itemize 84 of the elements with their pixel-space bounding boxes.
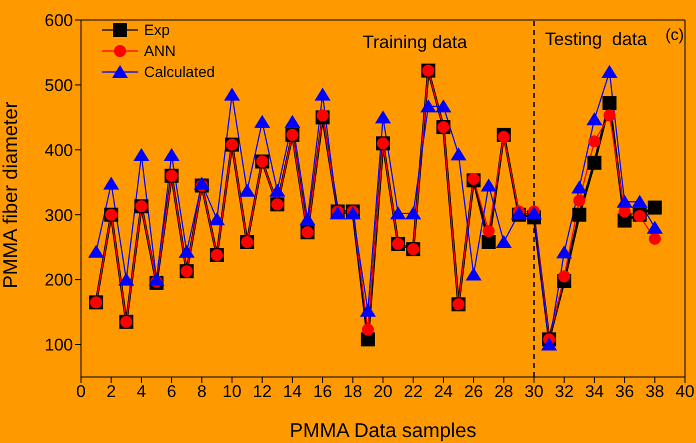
point xyxy=(602,96,616,110)
point xyxy=(634,210,646,222)
point xyxy=(632,194,648,208)
point xyxy=(178,244,195,258)
point xyxy=(573,194,586,206)
point xyxy=(496,234,512,248)
x-tick-label: 36 xyxy=(615,382,634,402)
point xyxy=(450,147,466,160)
point xyxy=(602,64,618,78)
point xyxy=(558,270,570,282)
point xyxy=(586,112,602,126)
point xyxy=(405,206,422,220)
point xyxy=(88,244,104,258)
x-tick-label: 6 xyxy=(166,382,176,402)
point xyxy=(480,178,497,192)
x-tick-label: 26 xyxy=(464,382,484,402)
point xyxy=(588,135,600,148)
point xyxy=(239,184,256,197)
point xyxy=(482,234,496,249)
point xyxy=(103,176,120,190)
point xyxy=(604,109,616,122)
y-tick-label: 200 xyxy=(44,270,73,290)
point xyxy=(316,109,329,122)
point xyxy=(571,180,588,194)
x-tick-label: 24 xyxy=(434,382,453,402)
y-tick-label: 500 xyxy=(44,76,73,95)
annotation: Training data xyxy=(362,32,468,52)
point xyxy=(362,324,374,336)
x-tick-label: 10 xyxy=(222,382,242,402)
point xyxy=(648,200,662,215)
x-tick-label: 16 xyxy=(313,382,332,402)
point xyxy=(118,272,134,286)
point xyxy=(224,88,240,101)
point xyxy=(572,208,586,222)
legend-label: Calculated xyxy=(144,64,215,81)
point xyxy=(375,110,391,124)
point xyxy=(360,304,376,317)
legend-label: ANN xyxy=(144,43,176,60)
y-tick-label: 600 xyxy=(44,11,73,30)
x-tick-label: 40 xyxy=(676,382,694,402)
x-tick-label: 14 xyxy=(282,382,302,402)
x-tick-label: 12 xyxy=(252,382,272,402)
point xyxy=(194,176,210,190)
point xyxy=(498,130,510,143)
x-tick-label: 28 xyxy=(494,382,514,402)
point xyxy=(556,245,572,258)
point xyxy=(541,338,558,351)
x-tick-label: 20 xyxy=(374,382,392,402)
y-tick-label: 400 xyxy=(44,140,73,160)
x-tick-label: 4 xyxy=(136,382,146,402)
y-tick-label: 300 xyxy=(44,206,73,225)
x-tick-label: 18 xyxy=(343,382,362,402)
point xyxy=(284,114,300,128)
x-tick-label: 38 xyxy=(645,382,664,402)
annotation: Testing data xyxy=(544,29,648,49)
point xyxy=(466,267,482,280)
point xyxy=(254,114,270,128)
point xyxy=(435,99,452,112)
point xyxy=(148,272,164,286)
x-tick-label: 0 xyxy=(76,382,86,402)
point xyxy=(646,220,663,234)
x-tick-label: 22 xyxy=(404,382,423,402)
x-axis-title: PMMA Data samples xyxy=(290,420,476,442)
point xyxy=(616,194,633,208)
x-tick-label: 8 xyxy=(197,382,207,402)
legend-label: Exp xyxy=(144,22,170,39)
point xyxy=(314,88,331,101)
x-tick-label: 2 xyxy=(106,382,116,402)
point xyxy=(269,184,286,197)
point xyxy=(164,148,180,162)
point xyxy=(300,212,316,226)
x-tick-label: 32 xyxy=(554,382,574,402)
point xyxy=(482,224,495,237)
y-tick-label: 100 xyxy=(44,336,73,355)
point xyxy=(648,232,661,245)
point xyxy=(133,148,150,162)
point xyxy=(390,206,406,220)
y-axis-title: PMMA fiber diameter xyxy=(0,101,22,288)
point xyxy=(420,99,436,112)
point xyxy=(208,212,225,226)
x-tick-label: 34 xyxy=(584,382,604,402)
annotation: (c) xyxy=(665,27,684,44)
point xyxy=(587,156,602,170)
x-tick-label: 30 xyxy=(524,382,544,402)
